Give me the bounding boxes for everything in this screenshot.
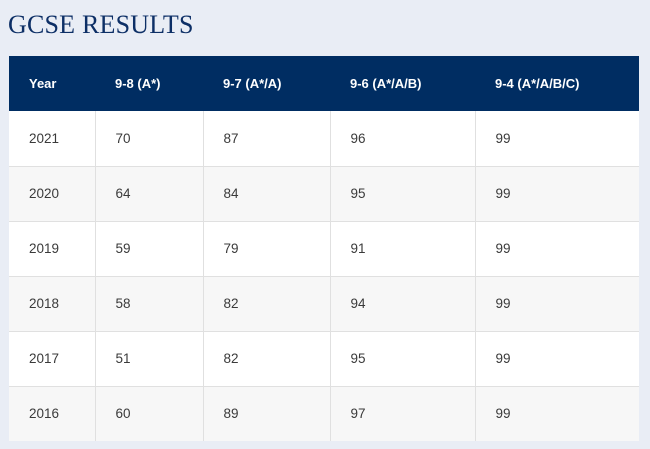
cell-9-4: 99 [475,276,639,332]
column-header-9-6: 9-6 (A*/A/B) [350,76,422,91]
cell-9-7: 84 [203,166,331,222]
table-row: 2017 51 82 95 99 [9,331,639,387]
cell-9-8: 51 [95,331,204,387]
cell-9-4: 99 [495,406,511,422]
cell-9-4: 99 [475,111,639,167]
cell-9-7: 89 [203,386,331,441]
cell-year: 2018 [9,276,96,332]
cell-9-4: 99 [475,221,639,277]
header-row: Year 9-8 (A*) 9-7 (A*/A) 9-6 (A*/A/B) 9-… [9,56,639,111]
column-header-year: Year [29,76,57,91]
column-header-9-4: 9-4 (A*/A/B/C) [495,76,580,91]
table-row: 2021 70 87 96 99 [9,111,639,167]
cell-9-8: 58 [95,276,204,332]
cell-year: 2017 [9,331,96,387]
cell-9-8: 70 [95,111,204,167]
table-body: 2021 70 87 96 99 2020 64 84 95 99 2019 5… [9,111,639,441]
table-row: 2016 60 89 97 99 [9,386,639,441]
cell-9-6: 96 [330,111,476,167]
cell-year: 2016 [9,386,96,441]
table-row: 2018 58 82 94 99 [9,276,639,332]
column-header-9-8: 9-8 (A*) [115,76,161,91]
cell-year: 2020 [9,166,96,222]
cell-9-6: 91 [330,221,476,277]
table-row: 2020 64 84 95 99 [9,166,639,222]
cell-9-4: 99 [475,331,639,387]
column-header-9-7: 9-7 (A*/A) [223,76,282,91]
page-title: GCSE RESULTS [8,10,194,39]
cell-9-7: 82 [203,331,331,387]
cell-9-6: 95 [330,166,476,222]
cell-9-7: 79 [203,221,331,277]
cell-9-7: 82 [203,276,331,332]
cell-9-7: 87 [203,111,331,167]
cell-9-6: 95 [330,331,476,387]
cell-9-6: 94 [330,276,476,332]
table-row: 2019 59 79 91 99 [9,221,639,277]
cell-9-8: 60 [95,386,204,441]
table-header: Year 9-8 (A*) 9-7 (A*/A) 9-6 (A*/A/B) 9-… [9,56,639,111]
cell-9-4: 99 [475,166,639,222]
cell-year: 2019 [9,221,96,277]
cell-9-8: 64 [95,166,204,222]
gcse-results-table: Year 9-8 (A*) 9-7 (A*/A) 9-6 (A*/A/B) 9-… [9,56,639,441]
cell-9-6: 97 [330,386,476,441]
cell-year: 2021 [9,111,96,167]
cell-9-8: 59 [95,221,204,277]
